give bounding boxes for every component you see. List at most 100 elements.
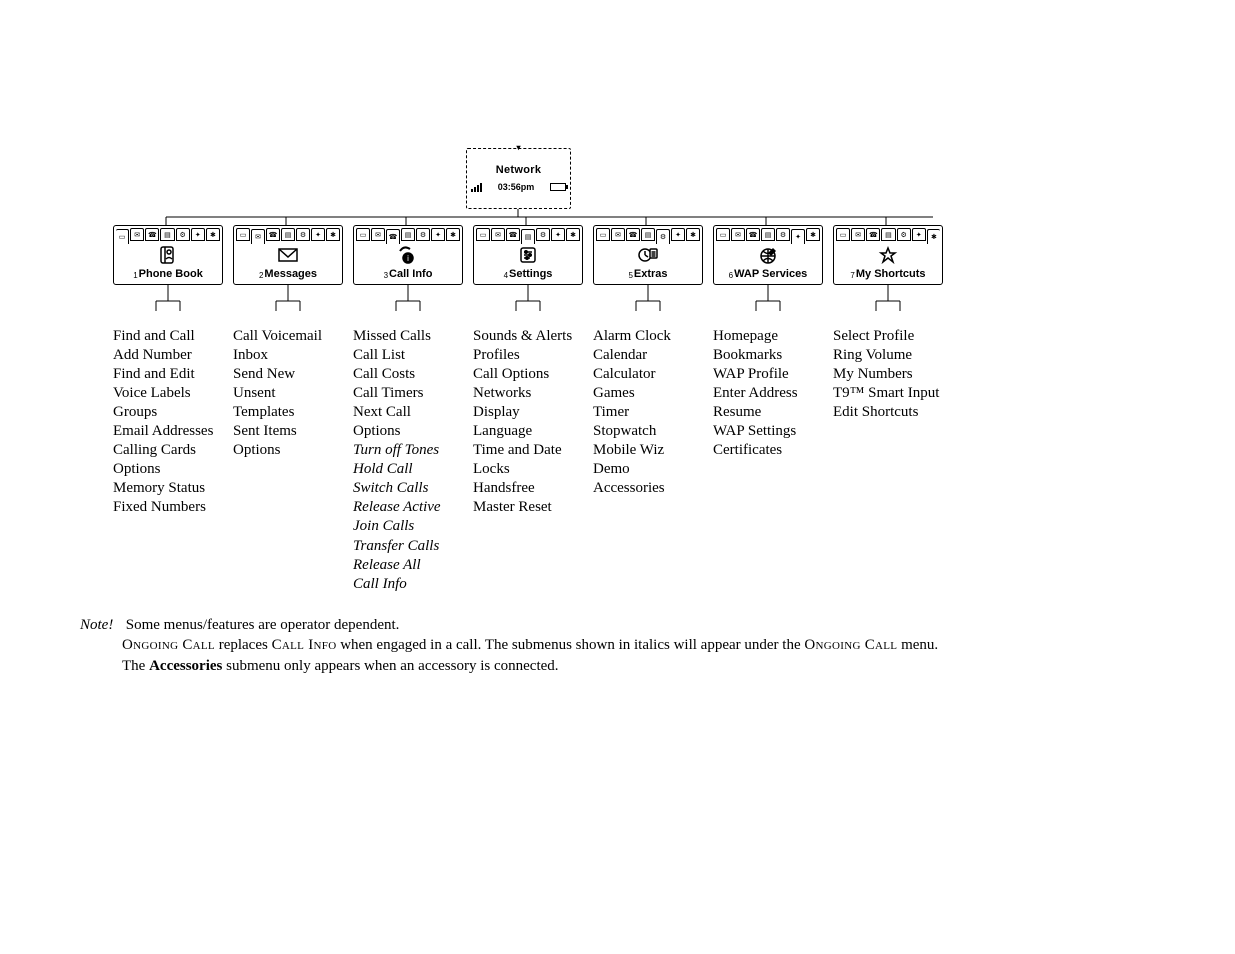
submenu-item: Handsfree: [473, 479, 583, 498]
submenu-item: Options: [353, 422, 463, 441]
menu-label: 6WAP Services: [729, 268, 808, 282]
tab-3: ▤: [401, 228, 415, 241]
tab-6: ✱: [686, 228, 700, 241]
envelope-icon: [276, 242, 300, 268]
tab-3: ▤: [160, 228, 174, 241]
tab-0: ▭: [836, 228, 850, 241]
menus-row: ▭✉☎▤⚙✦✱1Phone BookFind and CallAdd Numbe…: [113, 225, 943, 594]
submenu-item: Call Voicemail: [233, 327, 343, 346]
page-canvas: ▾ Network 03:56pm ▭✉☎▤⚙✦✱1Phone BookFind…: [0, 0, 1235, 954]
menu-label: 2Messages: [259, 268, 317, 282]
menu-label: 5Extras: [628, 268, 667, 282]
tab-2: ☎: [386, 229, 400, 244]
tab-5: ✦: [191, 228, 205, 241]
tab-6: ✱: [326, 228, 340, 241]
submenu-item: Turn off Tones: [353, 441, 463, 460]
network-title: Network: [467, 164, 570, 176]
tab-4: ⚙: [296, 228, 310, 241]
tab-strip: ▭✉☎▤⚙✦✱: [596, 228, 700, 241]
menu-column-call-info: ▭✉☎▤⚙✦✱i3Call InfoMissed CallsCall ListC…: [353, 225, 463, 594]
menu-card[interactable]: ▭✉☎▤⚙✦✱ 2Messages: [233, 225, 343, 285]
submenu-item: Transfer Calls: [353, 537, 463, 556]
tab-2: ☎: [866, 228, 880, 241]
tab-2: ☎: [746, 228, 760, 241]
tab-6: ✱: [446, 228, 460, 241]
tab-0: ▭: [236, 228, 250, 241]
tab-4: ⚙: [416, 228, 430, 241]
connector-icon: [113, 285, 223, 327]
submenu-item: Find and Call: [113, 327, 223, 346]
submenu-item: Call List: [353, 346, 463, 365]
note-line-3: The Accessories submenu only appears whe…: [80, 656, 938, 676]
submenu-item: Unsent: [233, 384, 343, 403]
tab-4: ⚙: [656, 229, 670, 244]
tab-4: ⚙: [176, 228, 190, 241]
menu-card[interactable]: ▭✉☎▤⚙✦✱4Settings: [473, 225, 583, 285]
extras-icon: [636, 242, 660, 268]
tab-2: ☎: [626, 228, 640, 241]
tab-strip: ▭✉☎▤⚙✦✱: [836, 228, 940, 241]
connector-icon: [593, 285, 703, 327]
submenu-list: Select ProfileRing VolumeMy NumbersT9™ S…: [833, 327, 943, 422]
submenu-item: Email Addresses: [113, 422, 223, 441]
tab-2: ☎: [266, 228, 280, 241]
submenu-item: Hold Call: [353, 460, 463, 479]
tab-0: ▭: [116, 229, 129, 244]
submenu-item: Bookmarks: [713, 346, 823, 365]
note-line-2: Ongoing Call replaces Call Info when eng…: [80, 635, 938, 655]
submenu-item: Stopwatch: [593, 422, 703, 441]
settings-icon: [516, 242, 540, 268]
submenu-item: Calendar: [593, 346, 703, 365]
submenu-item: Next Call: [353, 403, 463, 422]
tab-strip: ▭✉☎▤⚙✦✱: [716, 228, 820, 241]
submenu-item: Resume: [713, 403, 823, 422]
submenu-list: Find and CallAdd NumberFind and EditVoic…: [113, 327, 223, 517]
submenu-list: HomepageBookmarksWAP ProfileEnter Addres…: [713, 327, 823, 460]
connector-icon: [473, 285, 583, 327]
note-line-1: Some menus/features are operator depende…: [126, 617, 400, 633]
menu-card[interactable]: ▭✉☎▤⚙✦✱ 7My Shortcuts: [833, 225, 943, 285]
shortcuts-icon: [876, 242, 900, 268]
tab-strip: ▭✉☎▤⚙✦✱: [356, 228, 460, 241]
submenu-item: Timer: [593, 403, 703, 422]
wap-icon: [756, 242, 780, 268]
tree-lines: [0, 0, 1235, 260]
tab-1: ✉: [851, 228, 865, 241]
menu-card[interactable]: ▭✉☎▤⚙✦✱1Phone Book: [113, 225, 223, 285]
submenu-item: Options: [233, 441, 343, 460]
connector-icon: [353, 285, 463, 327]
tab-3: ▤: [521, 229, 535, 244]
tab-5: ✦: [912, 228, 926, 241]
network-box: ▾ Network 03:56pm: [466, 148, 571, 209]
menu-label: 1Phone Book: [133, 268, 203, 282]
submenu-item: Games: [593, 384, 703, 403]
tab-5: ✦: [671, 228, 685, 241]
menu-column-phone-book: ▭✉☎▤⚙✦✱1Phone Book Find and CallAdd Numbe…: [113, 225, 223, 594]
menu-card[interactable]: ▭✉☎▤⚙✦✱ 5Extras: [593, 225, 703, 285]
submenu-item: T9™ Smart Input: [833, 384, 943, 403]
menu-card[interactable]: ▭✉☎▤⚙✦✱ 6WAP Services: [713, 225, 823, 285]
submenu-item: Networks: [473, 384, 583, 403]
menu-label: 7My Shortcuts: [850, 268, 925, 282]
submenu-item: Profiles: [473, 346, 583, 365]
menu-card[interactable]: ▭✉☎▤⚙✦✱i3Call Info: [353, 225, 463, 285]
network-time: 03:56pm: [498, 182, 535, 192]
submenu-item: Edit Shortcuts: [833, 403, 943, 422]
submenu-item: Call Costs: [353, 365, 463, 384]
tab-2: ☎: [506, 228, 520, 241]
signal-icon: [471, 183, 482, 192]
tab-strip: ▭✉☎▤⚙✦✱: [236, 228, 340, 241]
submenu-item: Sent Items: [233, 422, 343, 441]
tab-3: ▤: [641, 228, 655, 241]
menu-column-my-shortcuts: ▭✉☎▤⚙✦✱ 7My Shortcuts Select ProfileRing V…: [833, 225, 943, 594]
tab-1: ✉: [251, 229, 265, 244]
submenu-item: Voice Labels: [113, 384, 223, 403]
svg-text:i: i: [407, 254, 409, 263]
submenu-item: Demo: [593, 460, 703, 479]
menu-column-wap-services: ▭✉☎▤⚙✦✱ 6WAP Services HomepageBookmarksWAP…: [713, 225, 823, 594]
tab-5: ✦: [431, 228, 445, 241]
submenu-item: Enter Address: [713, 384, 823, 403]
submenu-item: WAP Settings: [713, 422, 823, 441]
tab-3: ▤: [761, 228, 775, 241]
submenu-list: Call VoicemailInboxSend NewUnsentTemplat…: [233, 327, 343, 460]
